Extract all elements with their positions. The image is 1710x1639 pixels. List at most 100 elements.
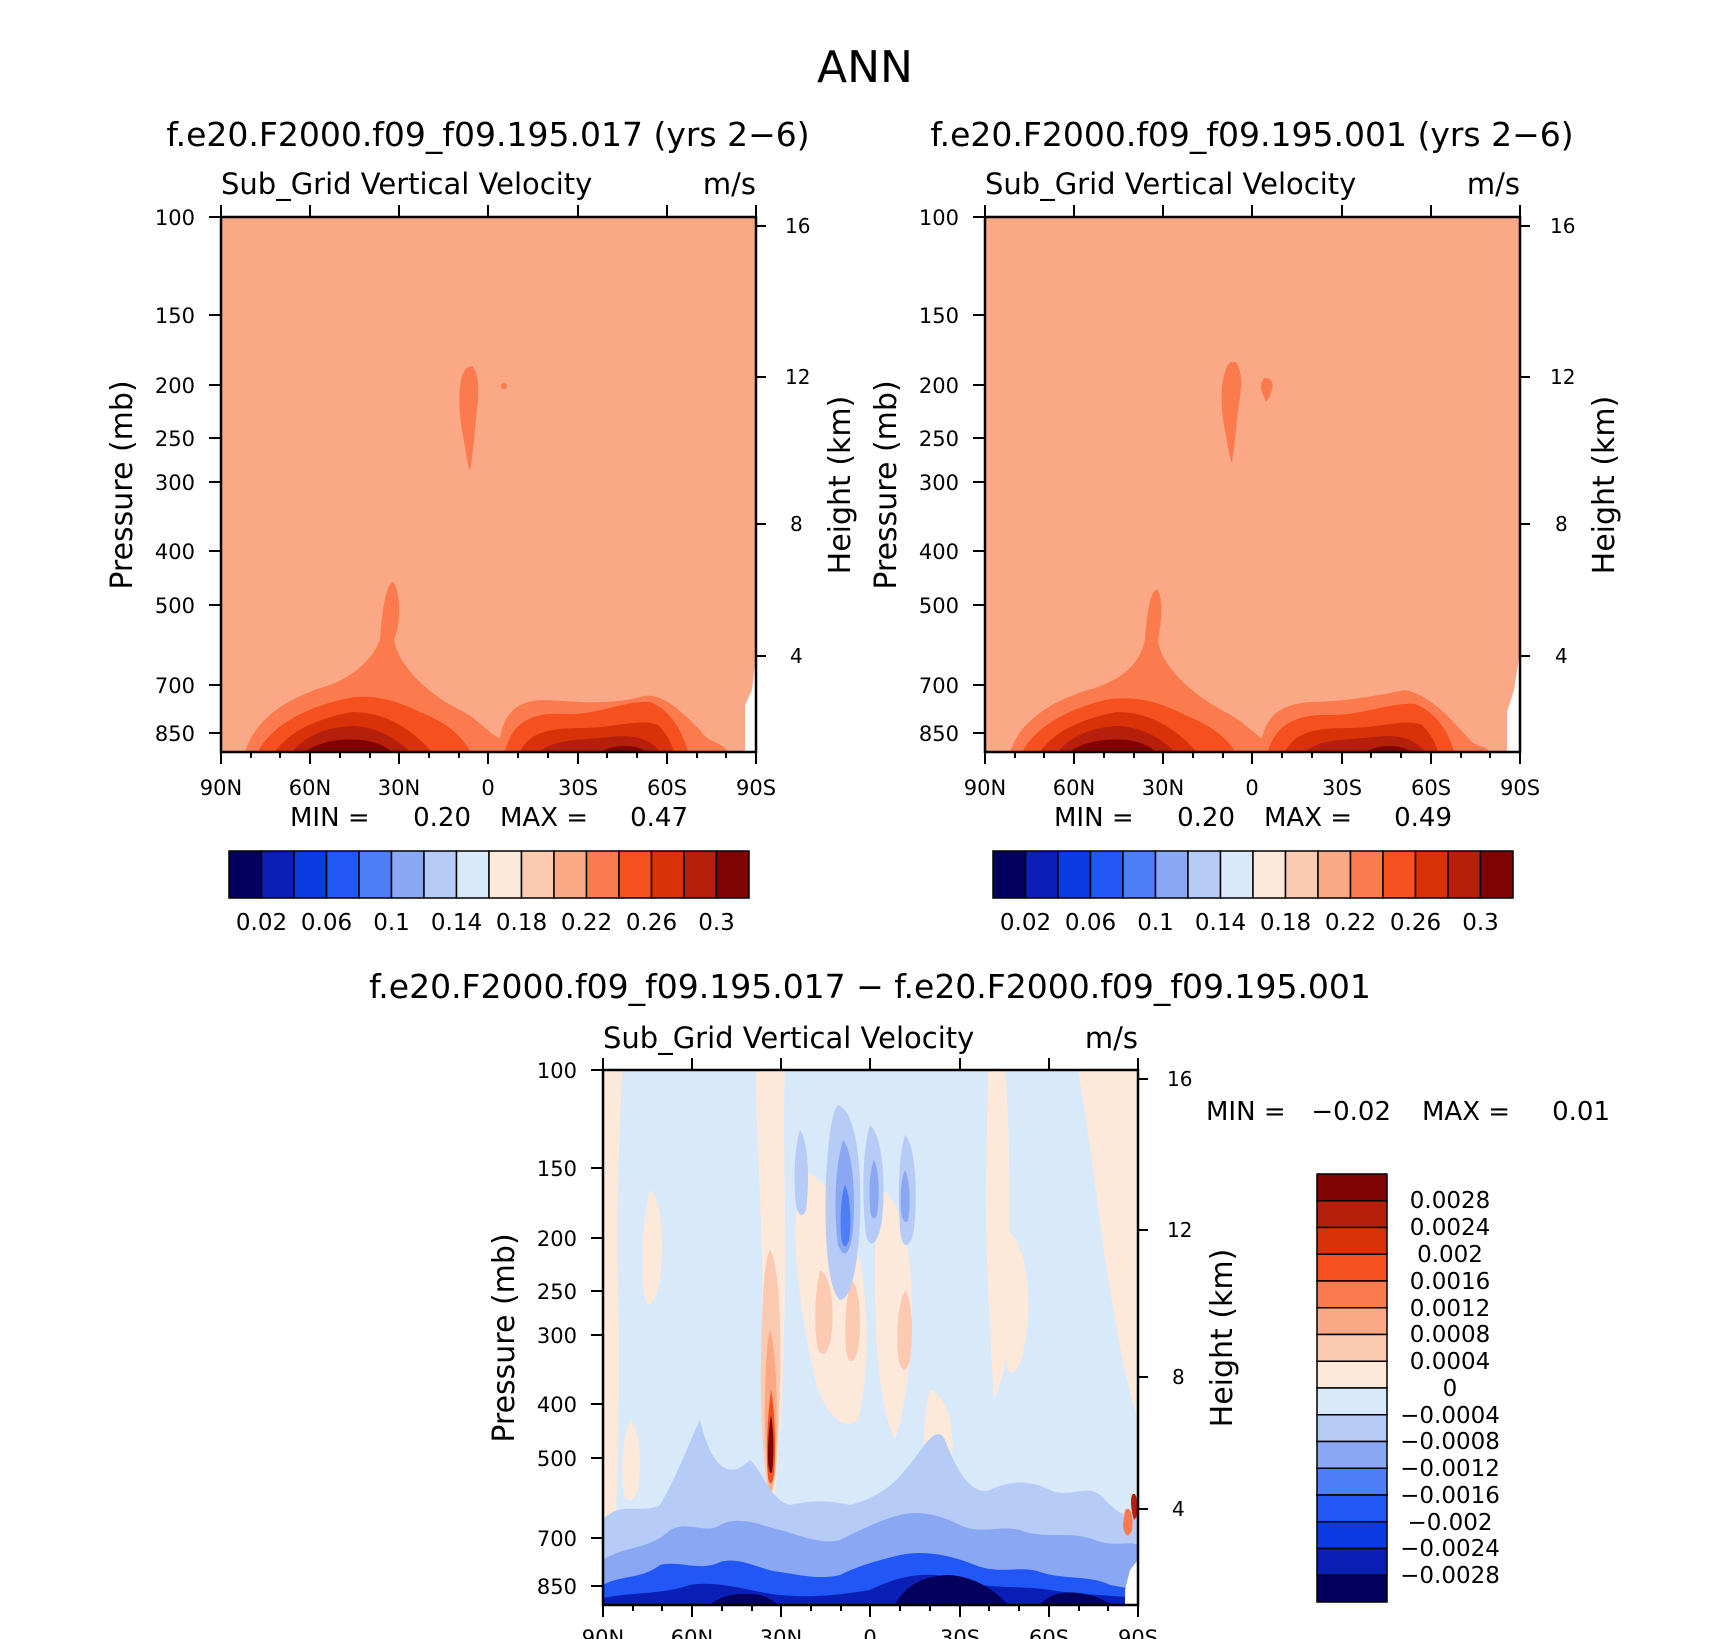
x-tick-label: 60N — [1053, 776, 1095, 800]
colorbar-swatch — [390, 850, 425, 899]
colorbar-label: −0.0004 — [1400, 1403, 1500, 1429]
field-background — [985, 217, 1520, 752]
colorbar-swatch — [1316, 1440, 1388, 1469]
x-tick-label: 90N — [964, 776, 1006, 800]
negative-core — [895, 1575, 1008, 1605]
y-tick-label: 100 — [537, 1059, 577, 1083]
y2-tick-label: 12 — [1550, 365, 1575, 389]
colorbar-swatch — [1122, 850, 1157, 899]
positive-band — [1078, 1070, 1138, 1420]
y2-tick-label: 12 — [1167, 1218, 1192, 1242]
colorbar-label: 0.22 — [1325, 910, 1376, 936]
x-tick-label: 90S — [1118, 1626, 1158, 1639]
max-value: 0.01 — [1552, 1097, 1610, 1127]
y-tick-label: 850 — [537, 1575, 577, 1599]
colorbar-label: 0.002 — [1417, 1242, 1483, 1268]
max-label: MAX = — [1264, 803, 1352, 833]
y-axis-ticks — [973, 216, 985, 734]
colorbar-label: 0.06 — [1065, 910, 1116, 936]
min-label: MIN = — [290, 803, 370, 833]
colorbar-label: 0.18 — [496, 910, 547, 936]
colorbar-label: −0.002 — [1407, 1510, 1492, 1536]
colorbar-swatch — [1479, 850, 1514, 899]
y-tick-label: 100 — [155, 206, 195, 230]
colorbar-swatch — [1316, 1574, 1388, 1603]
colorbar-swatch — [228, 850, 263, 899]
colorbar-swatch — [553, 850, 588, 899]
colorbar-label: 0.3 — [1462, 910, 1499, 936]
y-tick-labels: 100 150 200 250 300 400 500 700 850 — [919, 206, 959, 746]
colorbar-swatch — [1414, 850, 1449, 899]
colorbar-swatch — [1024, 850, 1059, 899]
colorbar-labels: 0.02 0.06 0.1 0.14 0.18 0.22 0.26 0.3 — [236, 910, 735, 936]
positive-band — [1000, 1230, 1029, 1373]
colorbar-label: 0.0024 — [1410, 1215, 1490, 1241]
y-axis-ticks — [591, 1069, 603, 1587]
x-tick-label: 30S — [1322, 776, 1362, 800]
x-tick-label: 30N — [378, 776, 420, 800]
x-tick-label: 60N — [671, 1626, 713, 1639]
colorbar-label: 0.1 — [1137, 910, 1174, 936]
y2-axis-ticks — [756, 225, 766, 657]
colorbar-swatch — [1316, 1253, 1388, 1282]
y-axis-label: Pressure (mb) — [105, 380, 140, 589]
colorbar-label: 0.26 — [1390, 910, 1441, 936]
colorbar: 0.0028 0.0024 0.002 0.0016 0.0012 0.0008… — [1316, 1173, 1500, 1603]
colorbar-swatches — [1316, 1173, 1388, 1603]
positive-blob — [845, 1280, 860, 1362]
panel-title: f.e20.F2000.f09_f09.195.017 (yrs 2−6) — [166, 115, 809, 154]
lower-contour-level-4 — [1058, 726, 1425, 752]
y-tick-label: 400 — [919, 540, 959, 564]
y-tick-label: 150 — [537, 1157, 577, 1181]
colorbar-swatch — [1316, 1414, 1388, 1443]
colorbar-swatch — [1154, 850, 1189, 899]
x-axis-ticks — [602, 1058, 1139, 1617]
negative-core — [1040, 1592, 1110, 1605]
colorbar-swatch — [618, 850, 653, 899]
units-label: m/s — [1467, 167, 1520, 201]
colorbar-swatch — [1284, 850, 1319, 899]
y-axis-label: Pressure (mb) — [869, 380, 904, 589]
x-axis-ticks — [220, 205, 757, 764]
panel-title: f.e20.F2000.f09_f09.195.001 (yrs 2−6) — [930, 115, 1573, 154]
x-tick-label: 60S — [647, 776, 687, 800]
y-tick-label: 700 — [919, 674, 959, 698]
max-label: MAX = — [500, 803, 588, 833]
colorbar-swatch — [1447, 850, 1482, 899]
colorbar-swatch — [1316, 1521, 1388, 1550]
colorbar-swatch — [293, 850, 328, 899]
y2-tick-label: 4 — [790, 644, 803, 668]
colorbar-label: 0.18 — [1260, 910, 1311, 936]
colorbar-swatch — [1316, 1280, 1388, 1309]
colorbar-label: 0.14 — [1195, 910, 1246, 936]
colorbar-label: 0.0028 — [1410, 1188, 1490, 1214]
colorbar-swatch — [1057, 850, 1092, 899]
min-label: MIN = — [1206, 1097, 1286, 1127]
y-tick-label: 700 — [537, 1527, 577, 1551]
variable-label: Sub_Grid Vertical Velocity — [603, 1021, 974, 1055]
upper-contour-blob — [1221, 362, 1242, 462]
upper-contour-blob — [459, 366, 479, 470]
colorbar-swatch — [1316, 1333, 1388, 1362]
y2-tick-labels: 16 12 8 4 — [1167, 1067, 1192, 1521]
lower-contour-level-4 — [292, 726, 660, 752]
colorbar-label: 0.22 — [561, 910, 612, 936]
missing-data-notch — [1507, 652, 1520, 752]
negative-band — [840, 1185, 851, 1247]
variable-label: Sub_Grid Vertical Velocity — [985, 167, 1356, 201]
panel-difference: f.e20.F2000.f09_f09.195.017 − f.e20.F200… — [369, 967, 1610, 1639]
colorbar-swatch — [488, 850, 523, 899]
colorbar-swatch — [1316, 1226, 1388, 1255]
colorbar-swatch — [1219, 850, 1254, 899]
colorbar-label: 0.02 — [236, 910, 287, 936]
panel-title: f.e20.F2000.f09_f09.195.017 − f.e20.F200… — [369, 967, 1371, 1006]
colorbar: 0.02 0.06 0.1 0.14 0.18 0.22 0.26 0.3 — [228, 850, 750, 936]
colorbar: 0.02 0.06 0.1 0.14 0.18 0.22 0.26 0.3 — [992, 850, 1514, 936]
x-tick-label: 60S — [1411, 776, 1451, 800]
colorbar-swatch — [1316, 1173, 1388, 1202]
y2-tick-label: 16 — [1167, 1067, 1192, 1091]
x-tick-label: 90N — [582, 1626, 624, 1639]
colorbar-swatch — [325, 850, 360, 899]
colorbar-label: −0.0024 — [1400, 1536, 1500, 1562]
colorbar-swatch — [1316, 1360, 1388, 1389]
